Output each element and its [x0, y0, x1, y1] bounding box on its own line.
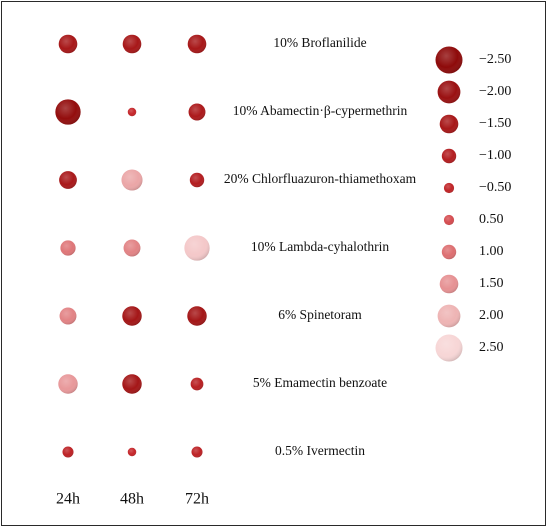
- bubble-r7-c2-shade: [127, 447, 137, 457]
- bubble-r4-c1: [60, 240, 76, 256]
- bubble-r7-c1: [62, 446, 74, 458]
- bubble-r5-c3: [187, 306, 207, 326]
- legend-bubble-10: [435, 334, 463, 362]
- bubble-r2-c1: [55, 99, 81, 125]
- row-labels: 10% Broflanilide 10% Abamectin·β-cypermet…: [224, 35, 417, 458]
- legend-label-4: −1.00: [479, 148, 511, 163]
- legend-bubble-6-shade: [443, 214, 455, 226]
- bubble-r6-c3-shade: [190, 377, 204, 391]
- bubble-r7-c3: [191, 446, 203, 458]
- bubble-r4-c2: [123, 239, 141, 257]
- bubble-r5-c2-shade: [122, 306, 142, 326]
- bubble-r7-c2: [127, 447, 137, 457]
- bubble-r6-c2-shade: [122, 374, 142, 394]
- legend-bubble-4: [441, 148, 457, 164]
- legend-bubble-7: [441, 244, 457, 260]
- legend: −2.50 −2.00 −1.50 −1.00 −0.50 0.50 1.00 1.50 2.0…: [435, 46, 511, 362]
- bubble-r5-c2: [122, 306, 142, 326]
- bubble-r6-c2: [122, 374, 142, 394]
- legend-bubble-7-shade: [441, 244, 457, 260]
- legend-bubble-2: [437, 80, 461, 104]
- legend-bubble-6: [443, 214, 455, 226]
- row-label-5: 6% Spinetoram: [278, 307, 362, 322]
- bubble-r3-c3: [189, 172, 205, 188]
- row-label-1: 10% Broflanilide: [273, 35, 366, 50]
- column-label-48h: 48h: [120, 491, 144, 508]
- bubble-r3-c2-shade: [121, 169, 143, 191]
- bubble-r2-c2: [127, 107, 137, 117]
- bubble-r7-c3-shade: [191, 446, 203, 458]
- bubble-r2-c1-shade: [55, 99, 81, 125]
- row-label-3: 20% Chlorfluazuron-thiamethoxam: [224, 171, 417, 186]
- row-label-4: 10% Lambda-cyhalothrin: [251, 239, 390, 254]
- legend-bubble-3-shade: [439, 114, 459, 134]
- bubble-r6-c1: [58, 374, 78, 394]
- legend-bubble-1: [435, 46, 463, 74]
- legend-bubble-9-shade: [437, 304, 461, 328]
- bubble-r3-c3-shade: [189, 172, 205, 188]
- legend-label-5: −0.50: [479, 180, 511, 195]
- bubble-r6-c1-shade: [58, 374, 78, 394]
- bubble-r4-c1-shade: [60, 240, 76, 256]
- row-label-6: 5% Emamectin benzoate: [253, 375, 387, 390]
- legend-label-9: 2.00: [479, 308, 504, 323]
- bubble-r2-c2-shade: [127, 107, 137, 117]
- bubble-r1-c2: [122, 34, 142, 54]
- legend-label-6: 0.50: [479, 212, 504, 227]
- legend-label-10: 2.50: [479, 340, 504, 355]
- legend-label-7: 1.00: [479, 244, 504, 259]
- bubble-r3-c1: [59, 171, 77, 189]
- bubble-r4-c2-shade: [123, 239, 141, 257]
- bubble-r3-c2: [121, 169, 143, 191]
- bubble-r5-c1: [59, 307, 77, 325]
- bubble-r1-c1-shade: [58, 34, 78, 54]
- column-label-72h: 72h: [185, 491, 209, 508]
- row-label-7: 0.5% Ivermectin: [275, 443, 365, 458]
- legend-bubble-1-shade: [435, 46, 463, 74]
- bubble-r4-c3: [184, 235, 210, 261]
- legend-label-1: −2.50: [479, 52, 511, 67]
- bubble-r7-c1-shade: [62, 446, 74, 458]
- bubble-r3-c1-shade: [59, 171, 77, 189]
- bubble-r1-c3-shade: [187, 34, 207, 54]
- legend-bubble-8-shade: [439, 274, 459, 294]
- bubble-r2-c3-shade: [188, 103, 206, 121]
- column-labels: 24h 48h 72h: [56, 491, 209, 508]
- bubble-r1-c3: [187, 34, 207, 54]
- bubble-r4-c3-shade: [184, 235, 210, 261]
- legend-label-8: 1.50: [479, 276, 504, 291]
- legend-bubble-5-shade: [443, 182, 455, 194]
- bubble-r5-c3-shade: [187, 306, 207, 326]
- legend-bubble-4-shade: [441, 148, 457, 164]
- legend-bubble-9: [437, 304, 461, 328]
- legend-bubble-10-shade: [435, 334, 463, 362]
- legend-label-2: −2.00: [479, 84, 511, 99]
- legend-label-3: −1.50: [479, 116, 511, 131]
- bubble-layer: [55, 34, 210, 458]
- bubble-r5-c1-shade: [59, 307, 77, 325]
- column-label-24h: 24h: [56, 491, 80, 508]
- bubble-r1-c2-shade: [122, 34, 142, 54]
- legend-bubble-8: [439, 274, 459, 294]
- legend-bubble-2-shade: [437, 80, 461, 104]
- legend-bubble-5: [443, 182, 455, 194]
- legend-bubble-3: [439, 114, 459, 134]
- bubble-r1-c1: [58, 34, 78, 54]
- bubble-r2-c3: [188, 103, 206, 121]
- bubble-r6-c3: [190, 377, 204, 391]
- row-label-2: 10% Abamectin·β-cypermethrin: [233, 103, 408, 118]
